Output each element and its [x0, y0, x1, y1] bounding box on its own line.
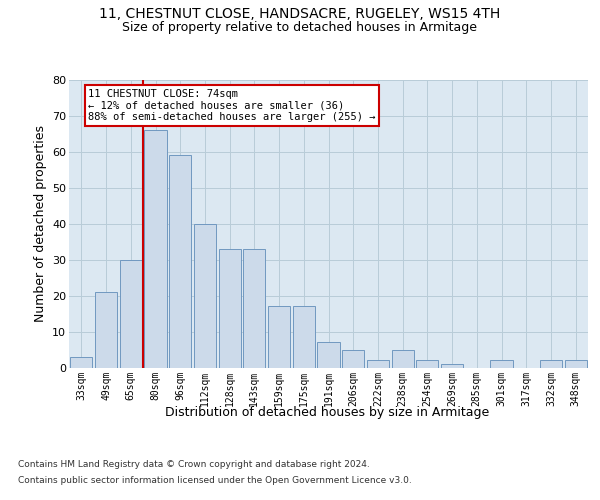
Bar [169, 156, 191, 368]
Bar [342, 350, 364, 368]
Bar [490, 360, 512, 368]
Bar [565, 360, 587, 368]
Bar [367, 360, 389, 368]
Bar [218, 249, 241, 368]
Text: 11, CHESTNUT CLOSE, HANDSACRE, RUGELEY, WS15 4TH: 11, CHESTNUT CLOSE, HANDSACRE, RUGELEY, … [100, 8, 500, 22]
Text: Contains public sector information licensed under the Open Government Licence v3: Contains public sector information licen… [18, 476, 412, 485]
Text: Contains HM Land Registry data © Crown copyright and database right 2024.: Contains HM Land Registry data © Crown c… [18, 460, 370, 469]
Bar [145, 130, 167, 368]
Bar [268, 306, 290, 368]
Text: Distribution of detached houses by size in Armitage: Distribution of detached houses by size … [165, 406, 489, 419]
Bar [119, 260, 142, 368]
Text: 11 CHESTNUT CLOSE: 74sqm
← 12% of detached houses are smaller (36)
88% of semi-d: 11 CHESTNUT CLOSE: 74sqm ← 12% of detach… [88, 89, 376, 122]
Bar [293, 306, 315, 368]
Text: Size of property relative to detached houses in Armitage: Size of property relative to detached ho… [122, 21, 478, 34]
Bar [441, 364, 463, 368]
Bar [392, 350, 414, 368]
Bar [317, 342, 340, 367]
Bar [243, 249, 265, 368]
Bar [95, 292, 117, 368]
Bar [416, 360, 439, 368]
Bar [70, 356, 92, 368]
Bar [194, 224, 216, 368]
Y-axis label: Number of detached properties: Number of detached properties [34, 125, 47, 322]
Bar [540, 360, 562, 368]
